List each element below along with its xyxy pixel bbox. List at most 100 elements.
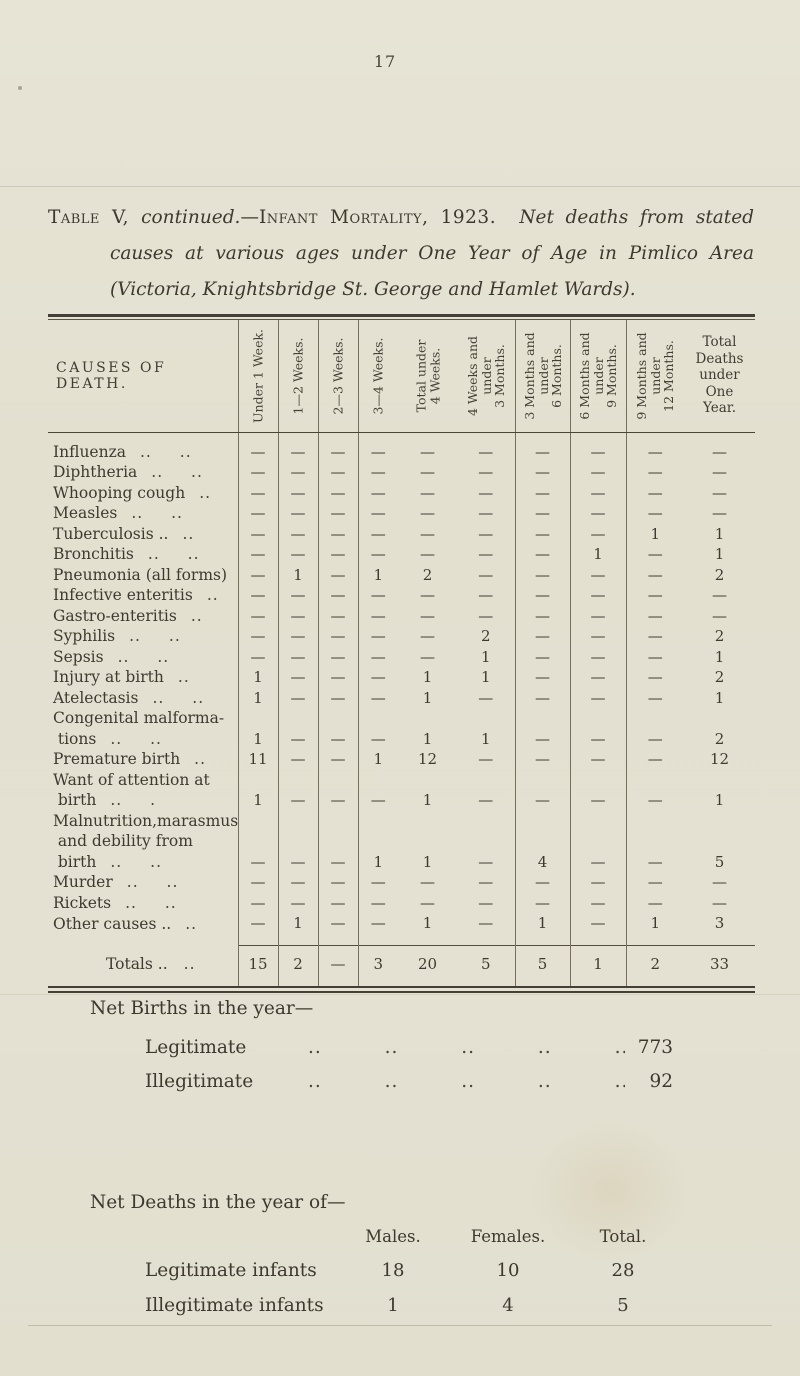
value-cell: 12: [417, 750, 438, 768]
value-cell: 1: [514, 913, 570, 945]
value-cell: —: [237, 913, 278, 945]
cause-cell: Injury at birth..: [48, 667, 238, 688]
value-cell: —: [514, 585, 570, 606]
cause-cell: Measles .. ..: [48, 503, 238, 524]
value-cell: 28: [611, 1260, 635, 1281]
value-cell: —: [420, 483, 435, 502]
value-cell: —: [420, 893, 435, 912]
cause-cell: Want of attention at birth.. .: [48, 770, 238, 811]
value-cell: —: [478, 545, 494, 563]
value-cell: 5: [714, 852, 725, 871]
value-cell: 2: [480, 627, 491, 645]
value-cell: —: [237, 564, 278, 585]
value-cell: —: [420, 647, 435, 666]
value-cell: 1: [422, 729, 433, 748]
value-cell: —: [569, 626, 626, 647]
cause-label: Congenital malforma- tions: [53, 709, 225, 748]
net-births-row-legitimate: Legitimate .. .. .. .. .. .. 773: [145, 1037, 673, 1058]
table-row: Infective enteritis.. — — — — — — — — — —: [48, 585, 755, 606]
value-cell: —: [514, 626, 570, 647]
value-cell: —: [277, 432, 318, 462]
col-header-total-under-4-weeks: Total under 4 Weeks.: [398, 319, 457, 433]
value-cell: —: [357, 667, 398, 688]
value-cell: —: [277, 482, 318, 503]
value-cell: 1: [387, 1295, 399, 1316]
cause-cell: Murder .. ..: [48, 872, 238, 893]
value-cell: 1: [237, 708, 278, 749]
cause-label: Measles: [53, 504, 118, 522]
leader-dots: .. ..: [140, 442, 192, 461]
value-cell: 1: [277, 913, 318, 945]
value-cell: —: [625, 626, 684, 647]
value-cell: —: [712, 586, 727, 604]
cause-cell: Gastro-enteritis..: [48, 606, 238, 627]
value-cell: —: [478, 688, 494, 707]
value-cell: —: [712, 873, 727, 891]
value-cell: 2: [714, 668, 725, 686]
value-cell: —: [317, 769, 358, 811]
value-cell: —: [478, 586, 494, 604]
header-row: CAUSES OF DEATH. Under 1 Week. 1—2 Weeks…: [48, 319, 755, 433]
leader-dots: .. ..: [152, 688, 205, 707]
value-cell: —: [237, 462, 278, 483]
value-cell: —: [237, 646, 278, 667]
value-cell: —: [277, 605, 318, 626]
row-label: Illegitimate infants: [145, 1295, 324, 1316]
value-cell: —: [317, 810, 358, 872]
value-cell: —: [478, 442, 494, 461]
cause-cell: Tuberculosis ....: [48, 524, 238, 545]
show-through-rule: [0, 994, 800, 995]
value-cell: —: [237, 544, 278, 565]
value-cell: —: [357, 432, 398, 462]
leader-dots: ..: [185, 914, 198, 933]
leader-dots: .. ..: [131, 504, 183, 522]
title-line-1: Table V, continued.—Infant Mortality, 19…: [48, 200, 754, 236]
value-cell: 2: [277, 944, 318, 986]
value-cell: —: [514, 564, 570, 585]
cause-cell: Syphilis .. ..: [48, 626, 238, 647]
value-cell: —: [712, 504, 727, 522]
table-bottom-rule-2: [48, 991, 755, 993]
value-cell: 1: [277, 564, 318, 585]
value-cell: 1: [625, 913, 684, 945]
value-cell: —: [420, 504, 435, 522]
value-cell: 1: [357, 810, 398, 872]
leader-dots: ..: [177, 668, 190, 686]
cause-label: Syphilis: [53, 627, 116, 645]
col-header-under-1-week: Under 1 Week.: [237, 319, 278, 433]
value-cell: 1: [357, 749, 398, 770]
value-cell: 2: [422, 565, 433, 584]
table-row: Premature birth.. 11— —1 12— — — —12: [48, 749, 755, 770]
value-cell: —: [317, 564, 358, 585]
value-cell: —: [420, 442, 435, 461]
value-cell: —: [625, 892, 684, 913]
value-cell: —: [478, 873, 494, 891]
value-cell: —: [514, 482, 570, 503]
value-cell: —: [277, 462, 318, 483]
value-cell: 1: [357, 564, 398, 585]
leader-dots: .. .. .. .. .. ..: [308, 1071, 625, 1092]
col-header-3-4-weeks: 3—4 Weeks.: [357, 319, 398, 433]
value-cell: —: [625, 872, 684, 893]
value-cell: —: [514, 687, 570, 708]
cause-label: Totals ..: [106, 954, 168, 973]
cause-label: Pneumonia (all forms): [53, 565, 228, 584]
value-cell: —: [625, 646, 684, 667]
row-label: Legitimate: [145, 1037, 247, 1058]
value-cell: —: [625, 503, 684, 524]
value-cell: —: [625, 687, 684, 708]
value-cell: —: [514, 462, 570, 483]
value-cell: —: [277, 749, 318, 770]
value-cell: 1: [625, 523, 684, 544]
table-row: Bronchitis.. .. — — — — — — —1—1: [48, 544, 755, 565]
table-row: Murder.. .. — — — — — — — — — —: [48, 872, 755, 893]
mortality-table: CAUSES OF DEATH. Under 1 Week. 1—2 Weeks…: [48, 314, 755, 993]
col-header-2-3-weeks: 2—3 Weeks.: [317, 319, 358, 433]
cause-cell: Congenital malforma- tions.. ..: [48, 708, 238, 749]
table-top-rule-heavy: [48, 314, 755, 317]
net-births-section: Net Births in the year— Legitimate .. ..…: [90, 998, 710, 1092]
value-cell: —: [514, 544, 570, 565]
cause-cell: Influenza .. ..: [48, 432, 238, 462]
value-cell: 5: [617, 1295, 629, 1316]
value-cell: —: [514, 892, 570, 913]
